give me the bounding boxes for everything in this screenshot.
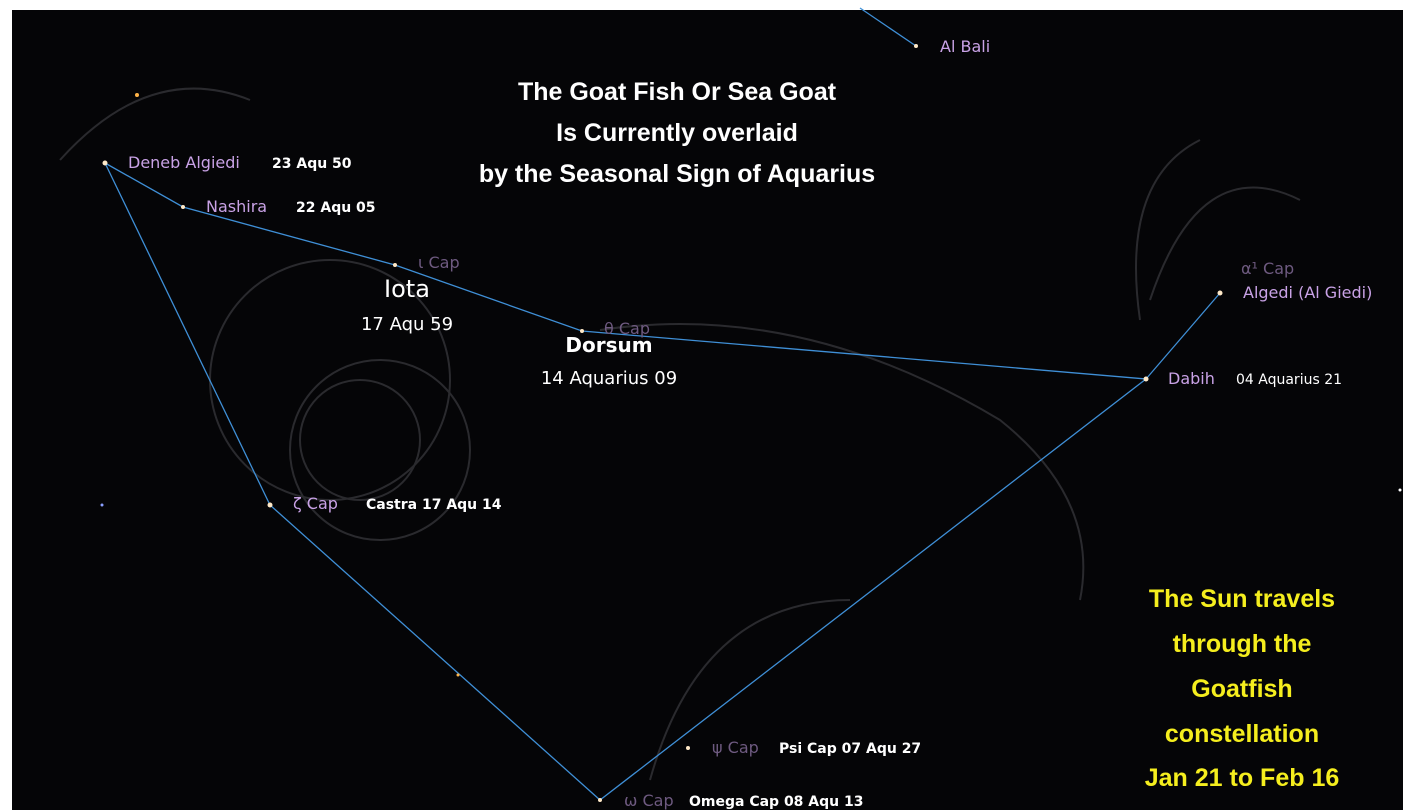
note-line: through the xyxy=(1173,630,1312,658)
star-position: 22 Aqu 05 xyxy=(296,200,376,216)
star-name: Algedi (Al Giedi) xyxy=(1243,283,1372,302)
star-name: θ Cap xyxy=(604,319,650,338)
star-name: Nashira xyxy=(206,197,267,216)
note-line: The Sun travels xyxy=(1149,585,1335,613)
star-label: Iota xyxy=(384,275,430,303)
star-position: Castra 17 Aqu 14 xyxy=(366,497,502,513)
star-position: Psi Cap 07 Aqu 27 xyxy=(779,741,921,757)
star-name: Deneb Algiedi xyxy=(128,153,240,172)
sun-note: The Sun travels through the Goatfish con… xyxy=(1145,585,1340,792)
star-dots xyxy=(100,44,1402,802)
title-line: The Goat Fish Or Sea Goat xyxy=(518,78,837,106)
note-line: Jan 21 to Feb 16 xyxy=(1145,764,1340,792)
star-name: ω Cap xyxy=(624,791,674,810)
star-name: ι Cap xyxy=(418,253,460,272)
star-name: Dabih xyxy=(1168,369,1215,388)
star-name: α¹ Cap xyxy=(1241,259,1294,278)
star-position: 17 Aqu 59 xyxy=(361,314,453,335)
title-line: by the Seasonal Sign of Aquarius xyxy=(479,160,875,188)
star-label: Dorsum xyxy=(565,333,652,357)
star-position: Omega Cap 08 Aqu 13 xyxy=(689,794,863,810)
title-line: Is Currently overlaid xyxy=(556,119,798,147)
star-position: 14 Aquarius 09 xyxy=(541,368,677,389)
note-line: Goatfish xyxy=(1191,675,1292,703)
star-name: ψ Cap xyxy=(712,738,759,757)
sky-background xyxy=(12,10,1403,810)
title: The Goat Fish Or Sea Goat Is Currently o… xyxy=(479,78,875,188)
star-position: 23 Aqu 50 xyxy=(272,156,352,172)
star-name: Al Bali xyxy=(940,37,990,56)
star-position: 04 Aquarius 21 xyxy=(1236,372,1342,388)
note-line: constellation xyxy=(1165,720,1319,748)
constellation-lines xyxy=(104,7,1221,801)
star-name: ζ Cap xyxy=(293,494,338,513)
